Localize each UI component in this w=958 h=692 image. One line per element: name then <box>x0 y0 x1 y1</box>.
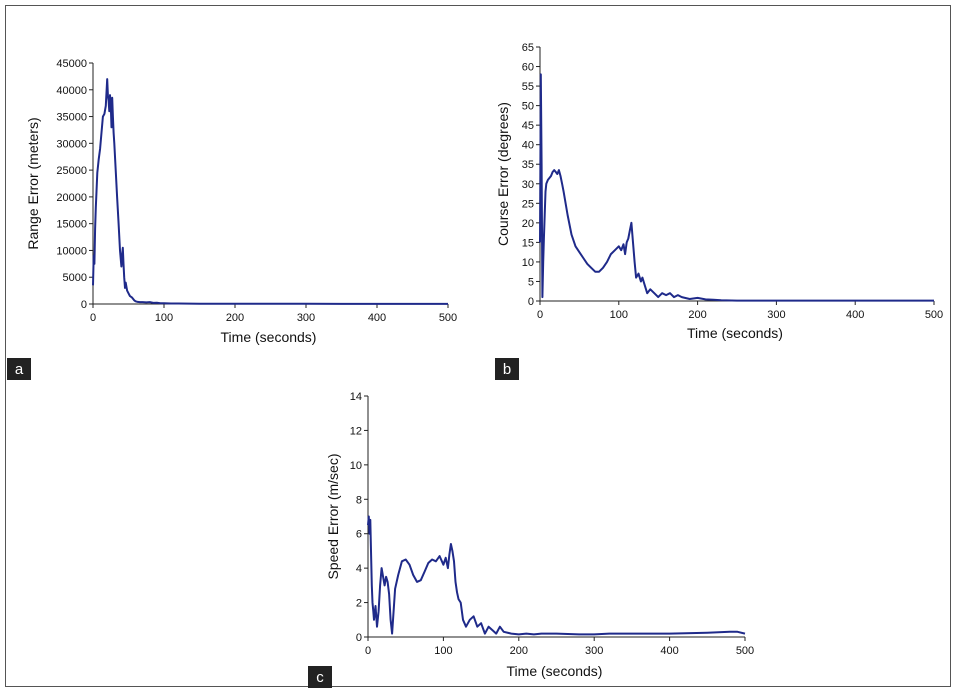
panel-c-y-tick-label: 0 <box>356 632 362 644</box>
panel-b-y-tick-label: 25 <box>522 198 534 210</box>
panel-c-y-tick-label: 6 <box>356 529 362 541</box>
panel-c-x-tick-label: 100 <box>434 645 452 657</box>
panel-b-y-tick-label: 45 <box>522 120 534 132</box>
panel-a-y-tick-label: 40000 <box>56 85 87 97</box>
panel-a-x-tick-label: 300 <box>297 312 315 324</box>
panel-a-y-tick-label: 30000 <box>56 138 87 150</box>
panel-a-y-axis-title: Range Error (meters) <box>25 117 41 249</box>
panel-b-y-tick-label: 15 <box>522 237 534 249</box>
panel-c-y-axis-title: Speed Error (m/sec) <box>325 453 341 579</box>
panel-b-label-text: b <box>503 361 511 378</box>
panel-c-x-tick-label: 0 <box>365 645 371 657</box>
panel-a-x-tick-label: 200 <box>226 312 244 324</box>
panel-b-x-axis-title: Time (seconds) <box>687 325 783 341</box>
panel-b-y-tick-label: 35 <box>522 159 534 171</box>
panel-b-x-tick-label: 300 <box>767 309 785 321</box>
panel-b-series-line <box>539 73 934 302</box>
panel-b-x-tick-label: 200 <box>688 309 706 321</box>
panel-c-y-tick-label: 12 <box>350 425 362 437</box>
panel-b-y-tick-label: 50 <box>522 101 534 113</box>
panel-b-y-tick-label: 10 <box>522 257 534 269</box>
panel-c-x-axis-title: Time (seconds) <box>507 663 603 679</box>
panel-a-y-tick-label: 45000 <box>56 58 87 70</box>
panel-c-y-tick-label: 2 <box>356 598 362 610</box>
panel-c-x-tick-label: 400 <box>660 645 678 657</box>
panel-a-x-tick-label: 0 <box>90 312 96 324</box>
panel-b-y-axis-title: Course Error (degrees) <box>495 102 511 246</box>
panel-c-series-line <box>367 515 746 636</box>
panel-c-y-tick-label: 8 <box>356 494 362 506</box>
panel-a-y-tick-label: 0 <box>81 299 87 311</box>
panel-a-y-tick-label: 5000 <box>63 272 87 284</box>
panel-b-chart: 0 5 10 15 20 25 30 35 40 45 50 55 60 65 0 100 200 300 400 5… <box>495 42 943 380</box>
panel-c-label-badge <box>308 666 332 688</box>
panel-b-x-tick-label: 500 <box>925 309 943 321</box>
panel-a-x-axis-title: Time (seconds) <box>221 329 317 345</box>
panel-a-y-tick-label: 10000 <box>56 245 87 257</box>
panel-c-chart: 0 2 4 6 8 10 12 14 0 100 200 300 400 500 Time (seconds… <box>308 391 754 688</box>
panel-b-y-tick-label: 40 <box>522 140 534 152</box>
panel-c-label-text: c <box>316 669 324 686</box>
panel-b-y-tick-label: 55 <box>522 81 534 93</box>
panel-b-y-tick-label: 5 <box>528 276 534 288</box>
panel-a-series-line <box>92 78 448 305</box>
panel-a-x-tick-label: 100 <box>155 312 173 324</box>
panel-a-label-text: a <box>15 361 24 378</box>
panel-c-x-tick-label: 300 <box>585 645 603 657</box>
panel-b-y-tick-label: 65 <box>522 42 534 54</box>
figure-border <box>5 5 951 687</box>
panel-a-chart: 0500010000150002000025000300003500040000… <box>7 58 457 380</box>
panel-b-y-tick-label: 30 <box>522 179 534 191</box>
panel-a-y-tick-label: 35000 <box>56 112 87 124</box>
panel-b-y-tick-label: 0 <box>528 296 534 308</box>
panel-c-x-tick-label: 200 <box>510 645 528 657</box>
panel-b-y-tick-label: 20 <box>522 218 534 230</box>
panel-b-label-badge <box>495 358 519 380</box>
panel-c-y-tick-label: 4 <box>356 563 362 575</box>
panel-a-y-tick-label: 15000 <box>56 219 87 231</box>
panel-b-y-tick-label: 60 <box>522 62 534 74</box>
panel-c-x-tick-label: 500 <box>736 645 754 657</box>
panel-a-label-badge <box>7 358 31 380</box>
panel-b-x-tick-label: 400 <box>846 309 864 321</box>
panel-b-x-tick-label: 0 <box>537 309 543 321</box>
panel-c-y-tick-label: 14 <box>350 391 362 403</box>
panel-a-y-tick-label: 25000 <box>56 165 87 177</box>
panel-b-x-tick-label: 100 <box>610 309 628 321</box>
panel-c-y-tick-label: 10 <box>350 460 362 472</box>
panel-a-x-tick-label: 400 <box>368 312 386 324</box>
panel-a-y-tick-label: 20000 <box>56 192 87 204</box>
panel-a-x-tick-label: 500 <box>439 312 457 324</box>
